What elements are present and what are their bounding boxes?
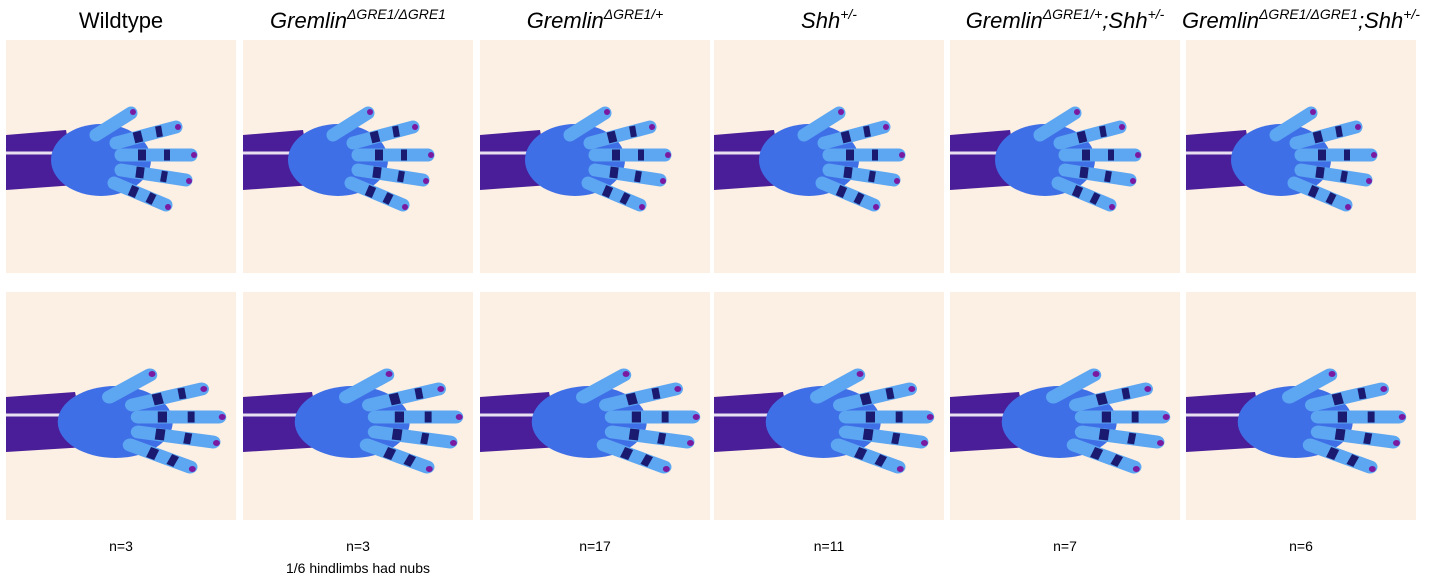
title-text: Shh [801, 8, 840, 33]
column-title: GremlinΔGRE1/ΔGRE1 [270, 6, 446, 33]
title-text: ;Shh [1358, 8, 1403, 33]
title-text: Gremlin [270, 8, 347, 33]
title-text: Gremlin [966, 8, 1043, 33]
title-superscript: ΔGRE1/ΔGRE1 [1258, 6, 1358, 22]
sample-count: n=17 [579, 538, 611, 554]
title-superscript: +/- [840, 6, 857, 22]
sample-count: n=7 [1053, 538, 1077, 554]
column-title: Wildtype [79, 8, 163, 33]
sample-count: n=11 [814, 538, 845, 554]
sample-count: n=3 [346, 538, 370, 554]
title-superscript: ΔGRE1/+ [1042, 6, 1103, 22]
sample-count: n=3 [109, 538, 133, 554]
title-text: Gremlin [527, 8, 604, 33]
column-title: Shh+/- [801, 6, 857, 33]
column-title: GremlinΔGRE1/+ [527, 6, 664, 33]
title-text: Gremlin [1182, 8, 1259, 33]
title-superscript: ΔGRE1/+ [603, 6, 664, 22]
title-text: Wildtype [79, 8, 163, 33]
column-title: GremlinΔGRE1/+;Shh+/- [966, 6, 1165, 33]
note: 1/6 hindlimbs had nubs [286, 560, 430, 576]
title-superscript: +/- [1403, 6, 1420, 22]
figure: Wildtypen=3GremlinΔGRE1/ΔGRE1n=31/6 hind… [0, 0, 1455, 582]
title-text: ;Shh [1102, 8, 1147, 33]
title-superscript: ΔGRE1/ΔGRE1 [346, 6, 446, 22]
column-title: GremlinΔGRE1/ΔGRE1;Shh+/- [1182, 6, 1420, 33]
title-superscript: +/- [1148, 6, 1165, 22]
sample-count: n=6 [1289, 538, 1313, 554]
